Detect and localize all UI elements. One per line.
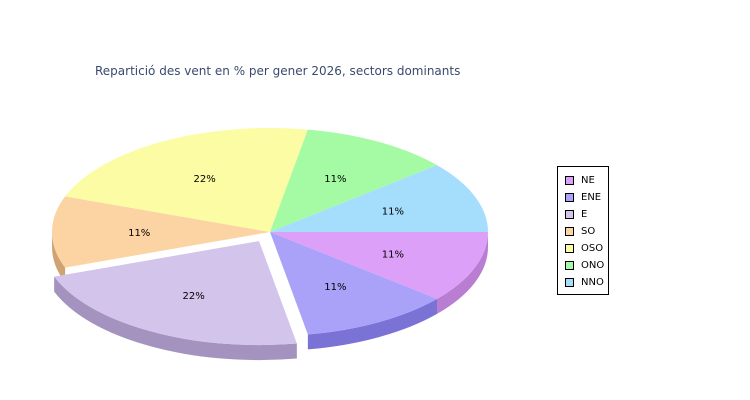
pie-side-walls <box>52 232 488 361</box>
pie-slice-ono <box>270 129 437 232</box>
legend-item-e: E <box>565 206 608 223</box>
chart-legend: NE ENE E SO OSO ONO NNO <box>557 166 609 295</box>
legend-swatch <box>565 210 574 219</box>
legend-label: SO <box>581 226 596 237</box>
legend-item-ono: ONO <box>565 257 608 274</box>
legend-item-ene: ENE <box>565 189 608 206</box>
pie-slices <box>51 128 488 346</box>
legend-swatch <box>565 244 574 253</box>
pie-slice-e <box>54 241 297 346</box>
legend-item-oso: OSO <box>565 240 608 257</box>
legend-label: E <box>581 209 588 220</box>
slice-label-nno: 11% <box>382 207 404 218</box>
slice-label-ono: 11% <box>324 174 346 185</box>
pie-slice-so <box>51 196 270 268</box>
legend-label: NNO <box>581 277 604 288</box>
pie-slice-ne <box>270 232 488 299</box>
pie-side-ene <box>307 298 437 350</box>
slice-label-ne: 11% <box>382 249 404 260</box>
legend-swatch <box>565 261 574 270</box>
chart-title: Repartició des vent en % per gener 2026,… <box>95 64 461 78</box>
pie-side-ne <box>436 232 488 314</box>
legend-item-nno: NNO <box>565 274 608 291</box>
slice-label-ene: 11% <box>324 282 346 293</box>
legend-label: ONO <box>581 260 605 271</box>
pie-side-e <box>54 276 297 361</box>
legend-label: NE <box>581 175 595 186</box>
pie-slice-oso <box>65 128 308 232</box>
legend-swatch <box>565 227 574 236</box>
legend-swatch <box>565 278 574 287</box>
slice-label-oso: 22% <box>193 174 215 185</box>
legend-label: OSO <box>581 243 604 254</box>
pie-slice-nno <box>270 165 488 232</box>
legend-item-so: SO <box>565 223 608 240</box>
legend-swatch <box>565 176 574 185</box>
legend-label: ENE <box>581 192 602 203</box>
slice-label-so: 11% <box>128 228 150 239</box>
pie-slice-ene <box>270 232 437 335</box>
pie-labels: 11% 11% 22% 11% 22% 11% 11% <box>128 174 404 302</box>
slice-label-e: 22% <box>182 291 204 302</box>
legend-item-ne: NE <box>565 172 608 189</box>
legend-swatch <box>565 193 574 202</box>
pie-side-so <box>52 232 66 283</box>
